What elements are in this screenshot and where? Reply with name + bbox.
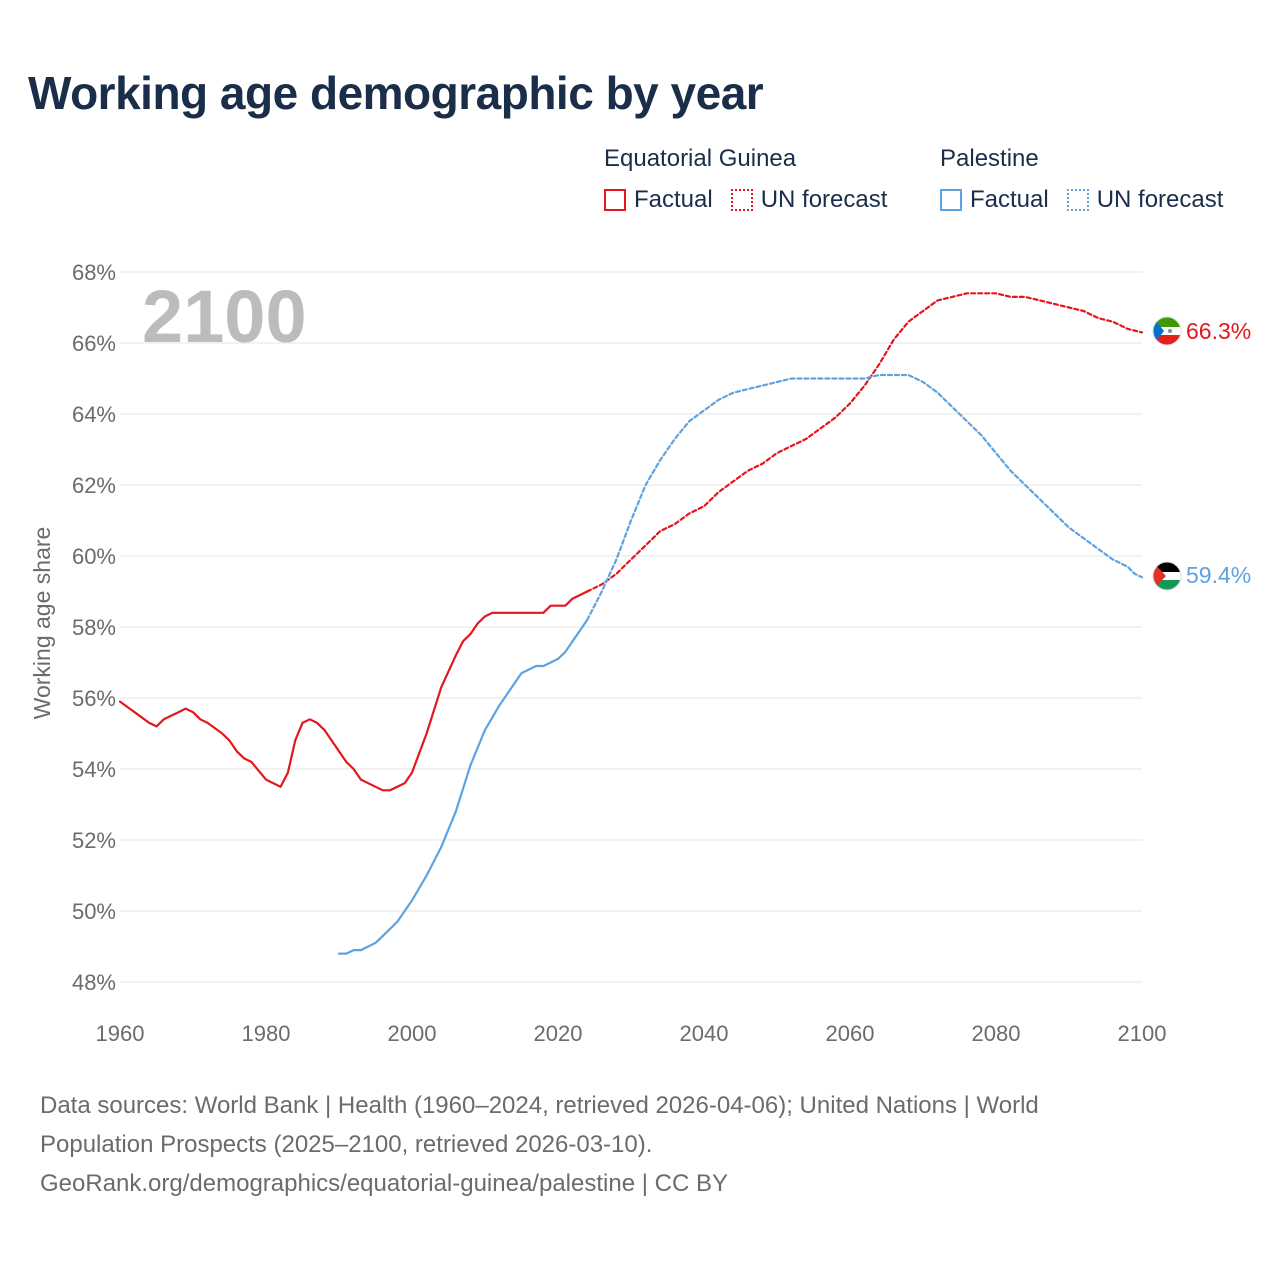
legend-title-equatorial-guinea: Equatorial Guinea bbox=[604, 145, 797, 172]
x-tick-label: 1980 bbox=[242, 1021, 291, 1046]
grid bbox=[120, 271, 1142, 983]
year-overlay: 2100 bbox=[142, 275, 307, 358]
legend-label-eg-forecast: UN forecast bbox=[760, 186, 888, 213]
legend-label-ps-forecast: UN forecast bbox=[1096, 186, 1224, 213]
x-tick-label: 1960 bbox=[96, 1021, 145, 1046]
x-tick-label: 2040 bbox=[680, 1021, 729, 1046]
series-line-palestine-forecast[interactable] bbox=[586, 373, 1144, 622]
footer-line-1: Data sources: World Bank | Health (1960–… bbox=[40, 1092, 1039, 1119]
legend-swatch-ps-forecast bbox=[1066, 189, 1089, 211]
y-axis-label: Working age share bbox=[29, 527, 55, 720]
y-tick-label: 50% bbox=[72, 899, 116, 924]
y-tick-label: 54% bbox=[72, 757, 116, 782]
end-label-equatorial-guinea: 66.3% bbox=[1186, 318, 1251, 344]
end-label-palestine: 59.4% bbox=[1186, 562, 1251, 588]
x-tick-label: 2100 bbox=[1118, 1021, 1167, 1046]
footer-sources: Data sources: World Bank | Health (1960–… bbox=[40, 1086, 1220, 1203]
legend-swatch-eg-forecast bbox=[730, 189, 753, 211]
legend-title-palestine: Palestine bbox=[940, 145, 1039, 172]
y-tick-label: 48% bbox=[72, 970, 116, 995]
series bbox=[118, 292, 1144, 955]
y-tick-label: 62% bbox=[72, 473, 116, 498]
y-tick-label: 64% bbox=[72, 402, 116, 427]
y-tick-label: 66% bbox=[72, 331, 116, 356]
legend-swatch-eg-factual bbox=[604, 189, 626, 211]
y-tick-label: 60% bbox=[72, 544, 116, 569]
x-tick-label: 2060 bbox=[826, 1021, 875, 1046]
line-chart: 48% 50% 52% 54% 56% 58% 60% 62% 64% 66% 68% 1960 198… bbox=[29, 260, 1251, 1046]
legend-item-ps-factual[interactable]: Factual bbox=[940, 186, 1049, 214]
y-tick-label: 58% bbox=[72, 615, 116, 640]
x-tick-label: 2000 bbox=[388, 1021, 437, 1046]
palestine-flag-icon bbox=[1152, 561, 1182, 591]
x-tick-label: 2020 bbox=[534, 1021, 583, 1046]
footer-line-2: Population Prospects (2025–2100, retriev… bbox=[40, 1131, 653, 1158]
y-tick-label: 52% bbox=[72, 828, 116, 853]
legend-item-eg-forecast[interactable]: UN forecast bbox=[730, 186, 888, 214]
x-tick-label: 2080 bbox=[972, 1021, 1021, 1046]
series-line-palestine-factual[interactable] bbox=[337, 618, 589, 955]
y-tick-label: 56% bbox=[72, 686, 116, 711]
legend-group-palestine: Palestine Factual UN forecast bbox=[940, 144, 1241, 214]
series-line-equatorial-guinea-factual[interactable] bbox=[118, 590, 589, 792]
y-tick-label: 68% bbox=[72, 260, 116, 285]
legend-item-ps-forecast[interactable]: UN forecast bbox=[1066, 186, 1224, 214]
legend-label-eg-factual: Factual bbox=[634, 186, 713, 213]
axes: 48% 50% 52% 54% 56% 58% 60% 62% 64% 66% 68% 1960 198… bbox=[72, 260, 1167, 1046]
legend-group-equatorial-guinea: Equatorial Guinea Factual UN forecast bbox=[604, 144, 905, 214]
legend-swatch-ps-factual bbox=[940, 189, 962, 211]
footer-line-3[interactable]: GeoRank.org/demographics/equatorial-guin… bbox=[40, 1170, 728, 1197]
equatorial-guinea-flag-icon bbox=[1152, 316, 1182, 346]
legend-label-ps-factual: Factual bbox=[970, 186, 1049, 213]
series-line-equatorial-guinea-forecast[interactable] bbox=[586, 292, 1144, 593]
chart-title: Working age demographic by year bbox=[28, 67, 764, 119]
legend-item-eg-factual[interactable]: Factual bbox=[604, 186, 713, 214]
